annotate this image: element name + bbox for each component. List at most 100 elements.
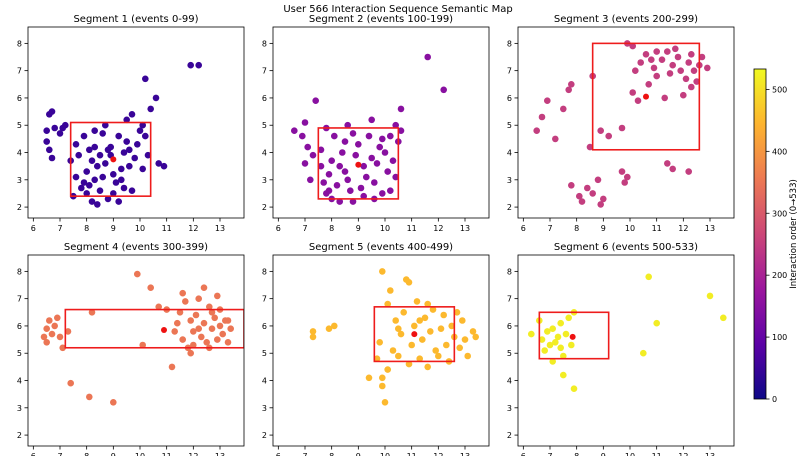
data-point (552, 135, 559, 143)
data-point (198, 333, 205, 341)
data-point (424, 363, 432, 371)
y-tick-label: 4 (262, 377, 267, 386)
x-tick-label: 13 (215, 452, 225, 456)
data-point (645, 81, 652, 88)
data-point (621, 179, 628, 186)
y-tick-label: 6 (507, 322, 512, 331)
data-point (48, 108, 56, 115)
data-point (136, 127, 144, 134)
data-point (317, 162, 325, 170)
data-point (637, 59, 644, 66)
data-points (291, 53, 448, 205)
data-point (187, 317, 194, 324)
x-tick-label: 12 (433, 452, 443, 456)
data-point (102, 121, 109, 129)
data-point (317, 146, 325, 154)
data-point (541, 347, 548, 354)
data-point (405, 360, 413, 368)
data-point (379, 135, 386, 143)
y-tick-label: 5 (507, 121, 512, 130)
data-point (461, 336, 469, 343)
x-tick-label: 10 (625, 452, 635, 456)
data-point (586, 143, 594, 151)
data-point (128, 111, 136, 118)
x-tick-label: 6 (521, 452, 526, 456)
y-tick-label: 6 (262, 94, 267, 103)
data-point (96, 151, 104, 159)
y-tick-label: 5 (507, 349, 512, 358)
y-tick-label: 3 (17, 176, 22, 185)
y-tick-label: 5 (17, 349, 22, 358)
data-point (336, 198, 344, 205)
centroid-point (161, 327, 167, 334)
data-point (192, 311, 200, 319)
colorbar-tick-label: 100 (772, 333, 787, 342)
data-point (91, 143, 98, 151)
y-tick-label: 3 (17, 404, 22, 413)
data-point (59, 344, 66, 352)
data-point (373, 160, 381, 167)
data-point (195, 295, 202, 303)
data-point (658, 56, 666, 63)
x-tick-label: 8 (574, 452, 579, 456)
plot-frame (27, 254, 245, 447)
y-tick-label: 4 (262, 149, 267, 158)
x-tick-label: 8 (329, 452, 334, 456)
y-tick-label: 8 (262, 39, 267, 48)
data-points (528, 273, 727, 393)
data-point (309, 333, 317, 341)
plot-frame (272, 26, 490, 219)
x-tick-label: 9 (356, 224, 361, 233)
data-point (560, 352, 567, 360)
data-point (78, 184, 85, 192)
data-point (397, 127, 405, 134)
y-tick-label: 5 (17, 121, 22, 130)
y-tick-label: 8 (507, 267, 512, 276)
y-tick-label: 6 (17, 322, 22, 331)
y-tick-label: 7 (17, 67, 22, 76)
x-tick-label: 11 (652, 452, 662, 456)
data-point (365, 374, 373, 382)
figure-title: User 566 Interaction Sequence Semantic M… (283, 4, 512, 15)
data-point (208, 309, 216, 316)
data-point (214, 336, 221, 343)
y-tick-label: 7 (507, 67, 512, 76)
data-point (43, 325, 50, 333)
data-point (645, 273, 652, 281)
data-point (187, 349, 194, 357)
data-point (392, 173, 400, 181)
x-tick-label: 7 (547, 224, 552, 233)
data-point (528, 330, 535, 338)
data-point (312, 97, 320, 104)
x-tick-label: 6 (276, 224, 281, 233)
data-point (688, 51, 695, 58)
data-point (389, 157, 397, 164)
data-point (86, 182, 93, 189)
data-point (190, 341, 197, 349)
data-point (320, 179, 328, 186)
data-point (650, 64, 658, 72)
data-point (208, 325, 216, 333)
data-point (349, 198, 357, 205)
data-point (347, 187, 354, 194)
data-point (389, 347, 397, 354)
data-point (395, 325, 402, 333)
scatter-panels: Segment 1 (events 0-99) 6 7 8 9 10 11 12 13 2 3 4 5 6… (17, 14, 735, 456)
data-point (176, 309, 184, 316)
y-tick-label: 5 (262, 349, 267, 358)
x-tick-label: 7 (302, 224, 307, 233)
x-tick-label: 7 (547, 452, 552, 456)
data-points (40, 270, 234, 406)
data-point (365, 132, 373, 140)
data-point (544, 97, 551, 104)
data-point (331, 132, 338, 140)
data-point (469, 328, 477, 335)
data-point (51, 124, 58, 132)
data-point (195, 325, 202, 333)
data-points (533, 40, 711, 208)
data-point (685, 168, 692, 175)
x-tick-label: 9 (356, 452, 361, 456)
data-point (397, 105, 405, 113)
data-point (546, 341, 554, 349)
data-point (291, 127, 298, 134)
